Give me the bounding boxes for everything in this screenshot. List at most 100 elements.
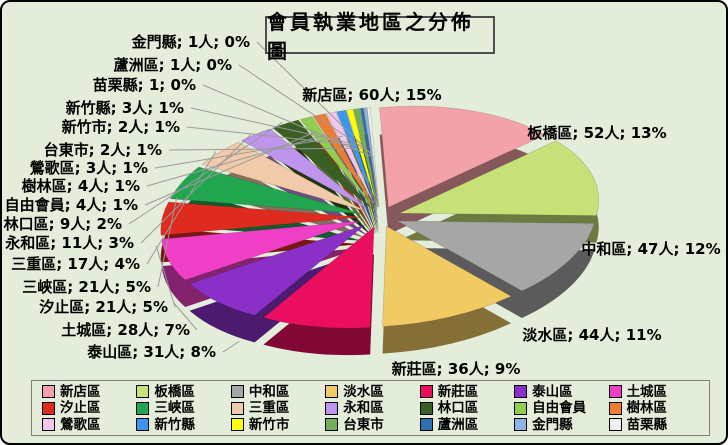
slice-callout: 土城區; 28人; 7% xyxy=(61,321,190,339)
legend-label: 新店區 xyxy=(60,383,101,400)
pie-slice[interactable] xyxy=(325,111,376,208)
leader-line xyxy=(173,302,198,331)
legend-item[interactable]: 苗栗縣 xyxy=(608,416,703,433)
legend-item[interactable]: 樹林區 xyxy=(608,400,703,416)
pie-slice[interactable] xyxy=(359,107,379,208)
pie-slice[interactable] xyxy=(379,105,546,208)
legend-item[interactable]: 自由會員 xyxy=(514,400,608,416)
leader-line xyxy=(186,126,360,147)
slice-callout: 金門縣; 1人; 0% xyxy=(131,33,250,51)
legend-item[interactable]: 泰山區 xyxy=(514,384,608,400)
leader-line xyxy=(202,84,375,158)
legend-item[interactable]: 三重區 xyxy=(230,400,325,416)
pie-slice[interactable] xyxy=(353,108,379,208)
legend-swatch xyxy=(419,418,433,431)
legend-item[interactable]: 永和區 xyxy=(325,400,419,416)
slice-callout: 汐止區; 21人; 5% xyxy=(39,298,168,316)
legend-swatch xyxy=(419,385,433,398)
legend-swatch xyxy=(325,418,339,431)
pie-slice[interactable] xyxy=(201,141,366,212)
legend-item[interactable]: 土城區 xyxy=(608,384,703,400)
leader-line xyxy=(154,135,343,169)
legend-item[interactable]: 汐止區 xyxy=(42,400,136,416)
slice-callout: 三峽區; 21人; 5% xyxy=(22,278,151,296)
legend-item[interactable]: 台東市 xyxy=(325,417,419,433)
legend-swatch xyxy=(514,401,528,415)
pie-slice[interactable] xyxy=(336,109,377,208)
legend-swatch xyxy=(419,401,433,415)
legend-label: 汐止區 xyxy=(60,400,101,416)
pie-slice[interactable] xyxy=(189,224,366,316)
legend-swatch xyxy=(42,385,55,398)
slice-callout: 新莊區; 36人; 9% xyxy=(391,360,521,378)
pie-slice[interactable] xyxy=(399,140,599,216)
slice-callout: 板橋區; 52人; 13% xyxy=(527,124,667,142)
pie-slice[interactable] xyxy=(363,107,379,208)
slice-callout: 淡水區; 44人; 11% xyxy=(522,326,662,344)
legend-label: 鶯歌區 xyxy=(60,416,101,433)
leader-line xyxy=(140,133,253,244)
legend-label: 永和區 xyxy=(343,400,384,416)
legend-item[interactable]: 板橋區 xyxy=(136,384,230,400)
leader-line xyxy=(256,41,372,155)
legend-swatch xyxy=(136,385,150,398)
slice-callout: 自由會員; 4人; 1% xyxy=(4,196,138,214)
legend-swatch xyxy=(608,418,622,431)
legend-label: 樹林區 xyxy=(626,400,668,416)
pie-slice[interactable] xyxy=(262,226,375,329)
legend-swatch xyxy=(608,385,622,398)
legend-item[interactable]: 新竹市 xyxy=(230,416,325,433)
legend-item[interactable]: 淡水區 xyxy=(325,384,419,400)
slice-callout: 泰山區; 31人; 8% xyxy=(87,343,216,361)
leader-line xyxy=(190,107,354,145)
legend-item[interactable]: 蘆洲區 xyxy=(419,416,514,433)
slice-callout: 新竹市; 2人; 1% xyxy=(61,118,180,136)
legend-label: 三重區 xyxy=(248,400,290,416)
pie-slice[interactable] xyxy=(397,220,595,292)
legend-label: 蘆洲區 xyxy=(437,416,479,433)
slice-callout: 林口區; 9人; 2% xyxy=(3,215,122,233)
slice-callout: 鶯歌區; 3人; 1% xyxy=(29,159,148,177)
legend-label: 新竹市 xyxy=(248,416,290,433)
leader-line xyxy=(128,121,283,225)
slice-callout: 樹林區; 4人; 1% xyxy=(21,177,140,195)
legend-item[interactable]: 新店區 xyxy=(42,384,136,400)
leader-line xyxy=(222,341,240,353)
legend-swatch xyxy=(325,385,339,398)
pie-slice[interactable] xyxy=(312,113,375,208)
legend-label: 台東市 xyxy=(343,416,384,433)
legend-label: 苗栗縣 xyxy=(626,416,668,433)
legend-label: 金門縣 xyxy=(532,416,573,433)
legend-swatch xyxy=(230,385,244,398)
slice-callout: 台東市; 2人; 1% xyxy=(43,141,162,159)
leader-line xyxy=(168,147,366,151)
pie-slice[interactable] xyxy=(299,116,374,209)
leader-line xyxy=(144,131,317,206)
legend-item[interactable]: 新莊區 xyxy=(419,384,514,400)
pie-slice[interactable] xyxy=(382,225,512,327)
legend-item[interactable]: 鶯歌區 xyxy=(42,417,136,433)
pie-slice[interactable] xyxy=(169,166,363,215)
pie-slice[interactable] xyxy=(272,119,372,209)
legend-label: 自由會員 xyxy=(532,400,587,416)
legend-item[interactable]: 林口區 xyxy=(419,400,514,416)
legend-item[interactable]: 中和區 xyxy=(230,384,325,400)
legend-item[interactable]: 三峽區 xyxy=(136,400,230,416)
legend-swatch xyxy=(230,401,244,415)
legend-label: 林口區 xyxy=(437,400,479,416)
leader-line xyxy=(155,245,176,308)
pie-slice[interactable] xyxy=(160,201,361,236)
legend-swatch xyxy=(514,385,528,398)
legend-swatch xyxy=(608,401,622,415)
legend-swatch xyxy=(230,418,244,431)
legend-item[interactable]: 新竹縣 xyxy=(136,417,230,433)
leader-line xyxy=(238,64,370,153)
legend-item[interactable]: 金門縣 xyxy=(514,417,608,433)
pie-slice[interactable] xyxy=(346,108,378,208)
slice-callout: 蘆洲區; 1人; 0% xyxy=(113,56,232,74)
legend-label: 三峽區 xyxy=(154,400,195,416)
legend-swatch xyxy=(325,401,339,415)
slice-callout: 永和區; 11人; 3% xyxy=(5,234,134,252)
legend: 新店區 板橋區 中和區 淡水區 新莊區 泰山區 土城區汐止區 三峽區 三重區 永和區 林口區 自由會員… xyxy=(31,380,710,436)
